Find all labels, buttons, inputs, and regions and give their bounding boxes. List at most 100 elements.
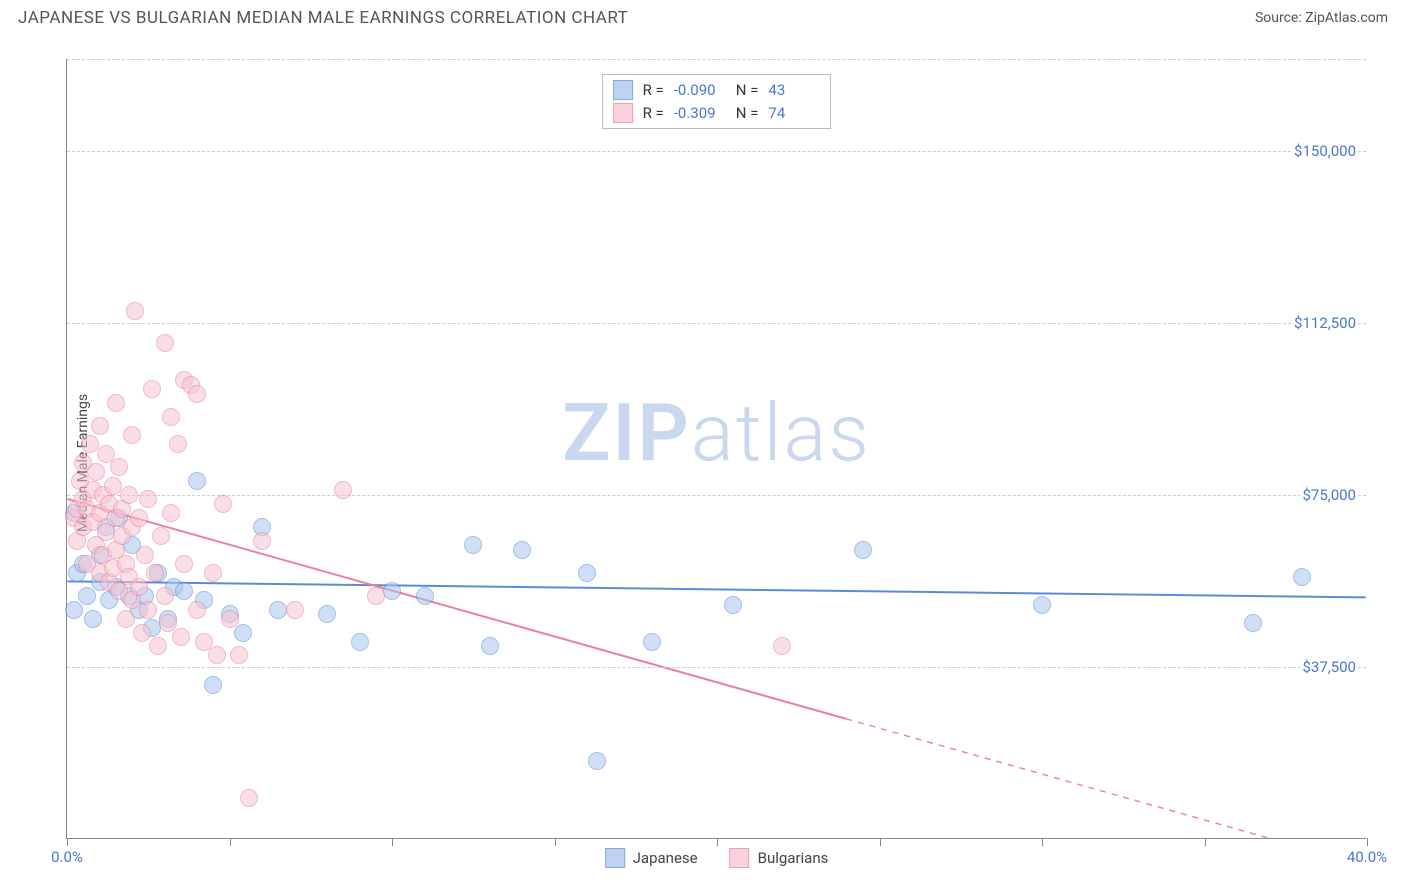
scatter-point-japanese (1244, 614, 1262, 632)
scatter-point-bulgarians (87, 463, 105, 481)
scatter-point-japanese (383, 582, 401, 600)
scatter-point-japanese (464, 536, 482, 554)
scatter-point-bulgarians (214, 495, 232, 513)
legend-label: Bulgarians (758, 849, 829, 867)
plot-region: ZIPatlas R =-0.090N =43R =-0.309N =74 Ja… (66, 59, 1366, 839)
scatter-point-bulgarians (110, 458, 128, 476)
scatter-point-bulgarians (136, 546, 154, 564)
scatter-point-bulgarians (156, 334, 174, 352)
gridline (67, 323, 1366, 324)
legend-item-bulgarians: Bulgarians (730, 848, 829, 868)
scatter-point-bulgarians (152, 527, 170, 545)
chart-title: JAPANESE VS BULGARIAN MEDIAN MALE EARNIN… (18, 8, 628, 28)
chart-header: JAPANESE VS BULGARIAN MEDIAN MALE EARNIN… (0, 0, 1406, 36)
scatter-point-japanese (65, 601, 83, 619)
chart-source: Source: ZipAtlas.com (1255, 10, 1388, 26)
scatter-point-japanese (175, 582, 193, 600)
y-tick-label: $112,500 (1292, 314, 1358, 332)
scatter-point-bulgarians (188, 385, 206, 403)
scatter-point-bulgarians (130, 509, 148, 527)
scatter-point-bulgarians (149, 637, 167, 655)
scatter-point-japanese (481, 637, 499, 655)
scatter-point-japanese (854, 541, 872, 559)
legend-label: Japanese (633, 849, 698, 867)
scatter-point-bulgarians (169, 435, 187, 453)
x-tick (230, 838, 231, 846)
scatter-point-bulgarians (162, 504, 180, 522)
watermark: ZIPatlas (562, 386, 871, 480)
stats-row-bulgarians: R = -0.309 N = 74 (613, 102, 821, 125)
scatter-point-japanese (578, 564, 596, 582)
scatter-point-bulgarians (208, 646, 226, 664)
x-tick (1367, 838, 1368, 846)
x-tick (880, 838, 881, 846)
n-label: N = (736, 79, 759, 102)
scatter-point-japanese (188, 472, 206, 490)
n-value: 43 (768, 79, 820, 102)
scatter-point-bulgarians (334, 481, 352, 499)
y-tick-label: $37,500 (1300, 658, 1358, 676)
scatter-point-bulgarians (117, 610, 135, 628)
scatter-point-bulgarians (146, 564, 164, 582)
n-value: 74 (768, 102, 820, 125)
x-tick (392, 838, 393, 846)
gridline (67, 495, 1366, 496)
scatter-point-bulgarians (133, 624, 151, 642)
stats-legend: R = -0.090 N = 43 R = -0.309 N = 74 (602, 74, 832, 129)
source-link[interactable]: ZipAtlas.com (1305, 10, 1388, 26)
x-tick-label: 40.0% (1347, 848, 1387, 866)
y-tick-label: $75,000 (1300, 486, 1358, 504)
scatter-point-bulgarians (143, 380, 161, 398)
scatter-point-japanese (513, 541, 531, 559)
scatter-point-bulgarians (91, 417, 109, 435)
scatter-point-japanese (1293, 568, 1311, 586)
series-legend: Japanese Bulgarians (605, 848, 829, 868)
swatch-bulgarians (613, 103, 633, 123)
scatter-point-bulgarians (81, 435, 99, 453)
scatter-point-bulgarians (104, 477, 122, 495)
scatter-point-bulgarians (123, 426, 141, 444)
scatter-point-japanese (588, 752, 606, 770)
r-label: R = (643, 79, 664, 102)
scatter-point-japanese (84, 610, 102, 628)
scatter-point-bulgarians (175, 555, 193, 573)
scatter-point-bulgarians (139, 601, 157, 619)
scatter-point-bulgarians (172, 628, 190, 646)
scatter-point-bulgarians (156, 587, 174, 605)
scatter-point-bulgarians (162, 408, 180, 426)
stats-row-japanese: R = -0.090 N = 43 (613, 79, 821, 102)
x-tick (1042, 838, 1043, 846)
trend-lines (67, 59, 1366, 838)
x-tick-label: 0.0% (51, 848, 83, 866)
scatter-point-japanese (1033, 596, 1051, 614)
scatter-point-bulgarians (126, 302, 144, 320)
gridline (67, 667, 1366, 668)
r-label: R = (643, 102, 664, 125)
scatter-point-japanese (416, 587, 434, 605)
x-tick (717, 838, 718, 846)
r-value: -0.090 (674, 79, 726, 102)
scatter-point-japanese (204, 676, 222, 694)
y-tick-label: $150,000 (1292, 142, 1358, 160)
scatter-point-japanese (351, 633, 369, 651)
trend-line-dashed-bulgarians (846, 719, 1365, 838)
trend-line-japanese (67, 581, 1365, 597)
swatch-japanese (605, 848, 625, 868)
x-tick (67, 838, 68, 846)
n-label: N = (736, 102, 759, 125)
scatter-point-japanese (643, 633, 661, 651)
scatter-point-bulgarians (204, 564, 222, 582)
scatter-point-bulgarians (773, 637, 791, 655)
scatter-point-bulgarians (130, 578, 148, 596)
gridline (67, 151, 1366, 152)
x-tick (555, 838, 556, 846)
scatter-point-bulgarians (367, 587, 385, 605)
scatter-point-bulgarians (286, 601, 304, 619)
scatter-point-japanese (234, 624, 252, 642)
scatter-point-bulgarians (139, 490, 157, 508)
scatter-point-bulgarians (221, 610, 239, 628)
scatter-point-bulgarians (253, 532, 271, 550)
r-value: -0.309 (674, 102, 726, 125)
scatter-point-bulgarians (120, 486, 138, 504)
swatch-japanese (613, 80, 633, 100)
